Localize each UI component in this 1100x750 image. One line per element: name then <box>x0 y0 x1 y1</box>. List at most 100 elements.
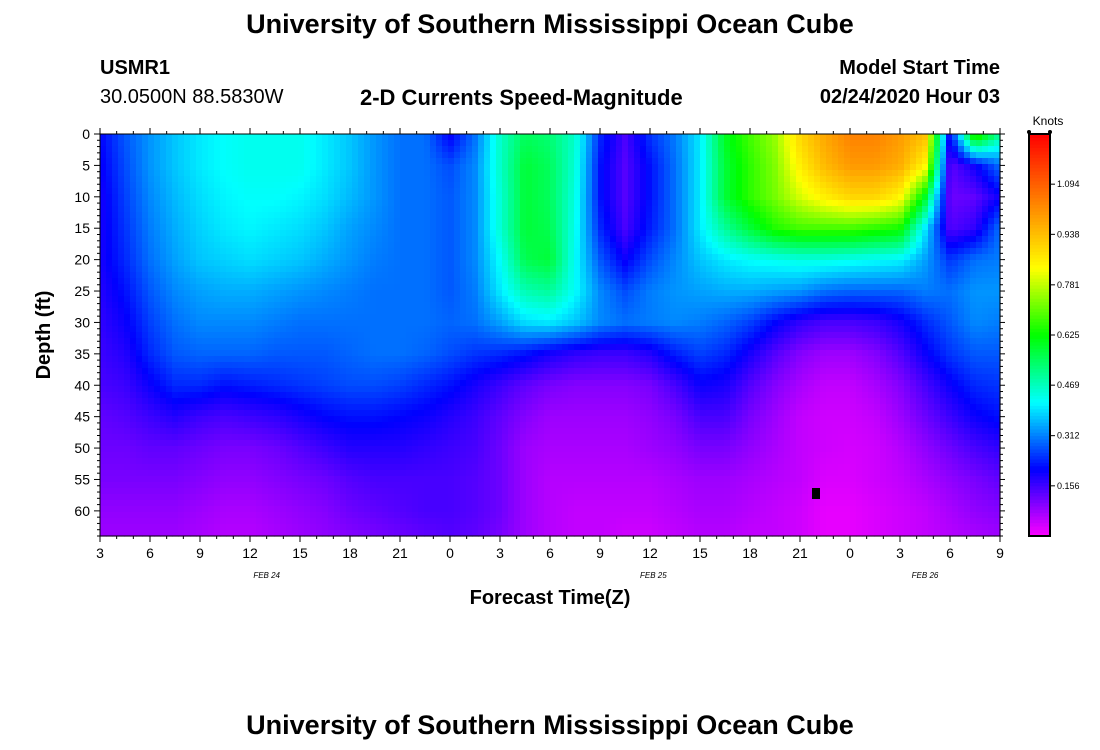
heatmap-cell <box>286 182 293 189</box>
heatmap-cell <box>508 284 515 291</box>
heatmap-cell <box>688 152 695 159</box>
heatmap-cell <box>904 212 911 219</box>
heatmap-cell <box>766 194 773 201</box>
heatmap-cell <box>244 260 251 267</box>
heatmap-cell <box>742 176 749 183</box>
heatmap-cell <box>616 158 623 165</box>
heatmap-cell <box>364 164 371 171</box>
heatmap-cell <box>268 218 275 225</box>
heatmap-cell <box>646 152 653 159</box>
heatmap-cell <box>982 206 989 213</box>
heatmap-cell <box>682 296 689 303</box>
heatmap-cell <box>244 272 251 279</box>
heatmap-cell <box>154 248 161 255</box>
heatmap-cell <box>202 140 209 147</box>
heatmap-cell <box>280 176 287 183</box>
heatmap-cell <box>514 212 521 219</box>
heatmap-cell <box>838 242 845 249</box>
heatmap-cell <box>496 314 503 321</box>
heatmap-cell <box>874 164 881 171</box>
heatmap-cell <box>214 302 221 309</box>
heatmap-cell <box>598 230 605 237</box>
heatmap-cell <box>484 272 491 279</box>
heatmap-cell <box>970 206 977 213</box>
heatmap-cell <box>442 272 449 279</box>
heatmap-cell <box>328 242 335 249</box>
heatmap-cell <box>178 320 185 327</box>
heatmap-cell <box>502 206 509 213</box>
heatmap-cell <box>538 164 545 171</box>
heatmap-cell <box>256 284 263 291</box>
heatmap-cell <box>976 302 983 309</box>
heatmap-cell <box>580 194 587 201</box>
heatmap-cell <box>742 182 749 189</box>
heatmap-cell <box>832 230 839 237</box>
heatmap-cell <box>298 260 305 267</box>
heatmap-cell <box>136 146 143 153</box>
heatmap-cell <box>160 332 167 339</box>
heatmap-cell <box>220 284 227 291</box>
heatmap-cell <box>544 290 551 297</box>
heatmap-cell <box>724 284 731 291</box>
heatmap-cell <box>778 212 785 219</box>
heatmap-cell <box>280 140 287 147</box>
heatmap-cell <box>622 266 629 273</box>
heatmap-cell <box>748 200 755 207</box>
heatmap-cell <box>622 224 629 231</box>
heatmap-cell <box>538 152 545 159</box>
heatmap-cell <box>928 236 935 243</box>
heatmap-cell <box>778 272 785 279</box>
heatmap-cell <box>514 248 521 255</box>
heatmap-cell <box>262 134 269 141</box>
heatmap-cell <box>346 332 353 339</box>
heatmap-cell <box>592 314 599 321</box>
heatmap-cell <box>544 134 551 141</box>
heatmap-cell <box>640 134 647 141</box>
heatmap-cell <box>352 272 359 279</box>
heatmap-cell <box>826 296 833 303</box>
heatmap-cell <box>994 260 1001 267</box>
heatmap-cell <box>502 146 509 153</box>
heatmap-cell <box>952 248 959 255</box>
heatmap-cell <box>250 320 257 327</box>
heatmap-cell <box>766 254 773 261</box>
heatmap-cell <box>256 254 263 261</box>
heatmap-cell <box>898 278 905 285</box>
heatmap-cell <box>886 308 893 315</box>
heatmap-cell <box>394 212 401 219</box>
heatmap-cell <box>790 254 797 261</box>
heatmap-cell <box>484 200 491 207</box>
heatmap-cell <box>334 146 341 153</box>
heatmap-cell <box>574 218 581 225</box>
heatmap-cell <box>754 308 761 315</box>
heatmap-cell <box>646 290 653 297</box>
heatmap-cell <box>442 194 449 201</box>
heatmap-cell <box>442 152 449 159</box>
heatmap-cell <box>922 224 929 231</box>
heatmap-cell <box>202 218 209 225</box>
heatmap-cell <box>142 308 149 315</box>
heatmap-cell <box>352 278 359 285</box>
heatmap-cell <box>628 194 635 201</box>
heatmap-cell <box>970 182 977 189</box>
heatmap-cell <box>118 188 125 195</box>
heatmap-cell <box>742 212 749 219</box>
heatmap-cell <box>922 188 929 195</box>
heatmap-cell <box>886 314 893 321</box>
heatmap-cell <box>436 254 443 261</box>
heatmap-cell <box>208 140 215 147</box>
heatmap-cell <box>106 314 113 321</box>
heatmap-cell <box>802 164 809 171</box>
heatmap-cell <box>604 218 611 225</box>
heatmap-cell <box>148 182 155 189</box>
heatmap-cell <box>922 170 929 177</box>
heatmap-cell <box>586 206 593 213</box>
heatmap-cell <box>226 164 233 171</box>
heatmap-cell <box>796 146 803 153</box>
heatmap-cell <box>640 326 647 333</box>
heatmap-cell <box>736 296 743 303</box>
heatmap-cell <box>808 200 815 207</box>
heatmap-cell <box>286 236 293 243</box>
heatmap-cell <box>184 254 191 261</box>
heatmap-cell <box>346 284 353 291</box>
